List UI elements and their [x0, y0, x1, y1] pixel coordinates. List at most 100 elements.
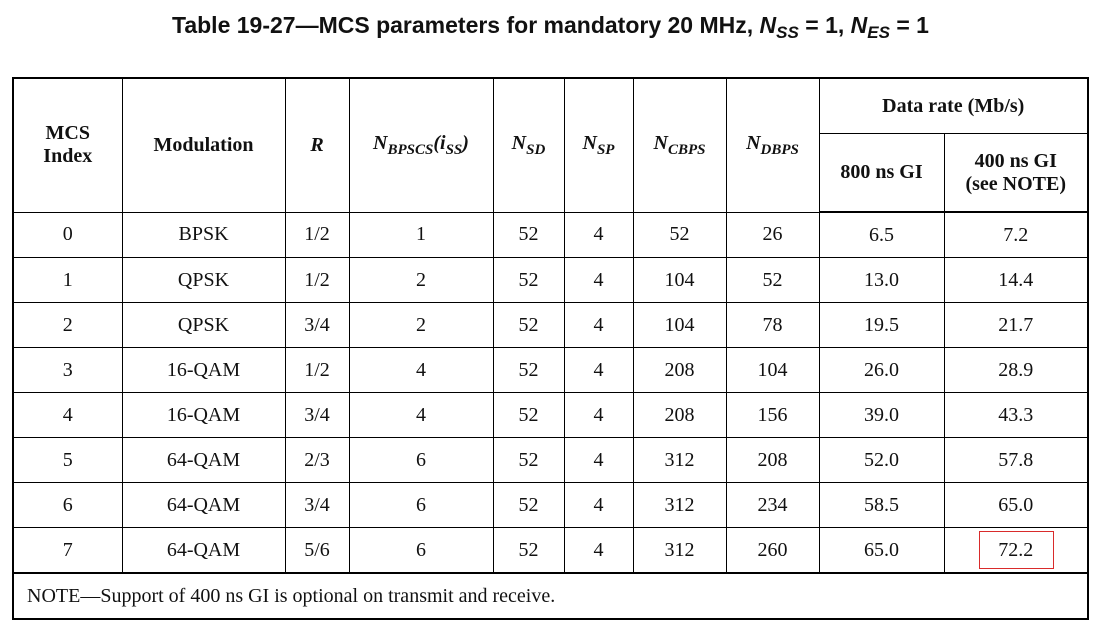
table-row: 4 16-QAM 3/4 4 52 4 208 156 39.0 43.3	[12, 392, 1089, 438]
nbpscs-cell-text: 4	[416, 358, 426, 381]
ncbps-cell-text: 312	[664, 448, 695, 471]
nbpscs-cell: 6	[348, 437, 494, 483]
modulation-cell-text: QPSK	[177, 268, 230, 291]
nsp-cell-text: 4	[593, 448, 604, 471]
header-800ns-gi: 800 ns GI	[818, 133, 945, 213]
modulation-cell: 16-QAM	[121, 392, 286, 438]
rate-400ns-cell-text: 72.2	[998, 538, 1034, 561]
ncbps-cell: 208	[632, 392, 727, 438]
nbpscs-cell-text: 2	[416, 268, 426, 291]
table-row: 2 QPSK 3/4 2 52 4 104 78 19.5 21.7	[12, 302, 1089, 348]
rate-cell-text: 5/6	[304, 538, 330, 561]
rate-800ns-cell-text: 19.5	[864, 313, 899, 336]
ncbps-cell: 312	[632, 527, 727, 574]
mcs-index-cell: 7	[12, 527, 123, 574]
ncbps-cell-text: 52	[669, 223, 690, 246]
modulation-cell-text: QPSK	[177, 313, 230, 336]
rate-800ns-cell-text: 6.5	[869, 223, 894, 246]
nsd-cell: 52	[492, 302, 565, 348]
rate-cell: 2/3	[284, 437, 350, 483]
nbpscs-cell-text: 1	[416, 223, 426, 246]
nsp-cell-text: 4	[593, 268, 604, 291]
nsd-cell-text: 52	[518, 448, 539, 471]
nsp-cell: 4	[563, 482, 634, 528]
nsd-cell-text: 52	[518, 268, 539, 291]
ncbps-cell: 208	[632, 347, 727, 393]
rate-cell: 5/6	[284, 527, 350, 574]
modulation-cell: BPSK	[121, 211, 286, 258]
rate-400ns-cell: 57.8	[943, 437, 1089, 483]
header-r: R	[284, 77, 350, 213]
nbpscs-cell: 6	[348, 527, 494, 574]
header-nbpscs: NBPSCS(iSS)	[348, 77, 494, 213]
rate-800ns-cell: 52.0	[818, 437, 945, 483]
modulation-cell-text: 64-QAM	[166, 538, 241, 561]
rate-cell: 3/4	[284, 482, 350, 528]
nsp-cell-text: 4	[593, 223, 604, 246]
nsp-cell-text: 4	[593, 538, 604, 561]
ncbps-cell: 312	[632, 437, 727, 483]
rate-400ns-cell: 7.2	[943, 211, 1089, 258]
nbpscs-cell: 2	[348, 302, 494, 348]
table-note: NOTE—Support of 400 ns GI is optional on…	[12, 572, 1089, 620]
nsp-cell: 4	[563, 257, 634, 303]
rate-800ns-cell: 65.0	[818, 527, 945, 574]
rate-800ns-cell-text: 39.0	[864, 403, 899, 426]
rate-400ns-cell-text: 65.0	[998, 493, 1034, 516]
ndbps-cell: 208	[725, 437, 820, 483]
rate-400ns-cell-text: 43.3	[998, 403, 1034, 426]
nsp-cell-text: 4	[593, 358, 604, 381]
ndbps-cell: 260	[725, 527, 820, 574]
table-row: 3 16-QAM 1/2 4 52 4 208 104 26.0 28.9	[12, 347, 1089, 393]
ncbps-cell-text: 208	[664, 358, 695, 381]
rate-800ns-cell: 19.5	[818, 302, 945, 348]
rate-400ns-cell: 43.3	[943, 392, 1089, 438]
rate-400ns-cell-text: 21.7	[998, 313, 1034, 336]
rate-cell-text: 3/4	[304, 493, 330, 516]
mcs-parameters-table: MCS Index Modulation R NBPSCS(iSS) NSD N…	[12, 77, 1089, 620]
header-data-rate: Data rate (Mb/s)	[818, 77, 1089, 134]
nsd-cell: 52	[492, 392, 565, 438]
ndbps-cell-text: 208	[757, 448, 788, 471]
nsp-cell: 4	[563, 392, 634, 438]
highlight-box	[978, 531, 1054, 569]
ndbps-cell: 234	[725, 482, 820, 528]
rate-400ns-cell: 65.0	[943, 482, 1089, 528]
modulation-cell: 64-QAM	[121, 527, 286, 574]
ncbps-cell-text: 104	[664, 268, 695, 291]
table-title: Table 19-27—MCS parameters for mandatory…	[172, 12, 929, 42]
modulation-cell-text: 16-QAM	[166, 403, 241, 426]
modulation-cell-text: 16-QAM	[166, 358, 241, 381]
nbpscs-cell-text: 4	[416, 403, 426, 426]
rate-400ns-cell: 21.7	[943, 302, 1089, 348]
mcs-index-cell: 2	[12, 302, 123, 348]
rate-800ns-cell-text: 58.5	[864, 493, 899, 516]
ncbps-cell-text: 312	[664, 538, 695, 561]
rate-400ns-cell: 14.4	[943, 257, 1089, 303]
mcs-index-cell-text: 1	[62, 268, 73, 291]
rate-800ns-cell-text: 65.0	[864, 538, 899, 561]
mcs-index-cell-text: 5	[62, 448, 73, 471]
nbpscs-cell-text: 2	[416, 313, 426, 336]
header-nsp: NSP	[563, 77, 634, 213]
modulation-cell: 64-QAM	[121, 437, 286, 483]
header-ndbps: NDBPS	[725, 77, 820, 213]
ndbps-cell-text: 234	[757, 493, 788, 516]
rate-cell: 3/4	[284, 302, 350, 348]
modulation-cell: QPSK	[121, 302, 286, 348]
table-row: 5 64-QAM 2/3 6 52 4 312 208 52.0 57.8	[12, 437, 1089, 483]
nbpscs-cell: 6	[348, 482, 494, 528]
mcs-index-cell: 5	[12, 437, 123, 483]
modulation-cell-text: 64-QAM	[166, 448, 241, 471]
ncbps-cell: 104	[632, 257, 727, 303]
nsd-cell: 52	[492, 347, 565, 393]
modulation-cell: QPSK	[121, 257, 286, 303]
rate-800ns-cell: 26.0	[818, 347, 945, 393]
nsd-cell: 52	[492, 257, 565, 303]
mcs-index-cell-text: 7	[62, 538, 73, 561]
header-mcs-index: MCS Index	[12, 77, 123, 213]
nsd-cell-text: 52	[518, 493, 539, 516]
rate-800ns-cell: 58.5	[818, 482, 945, 528]
rate-800ns-cell: 6.5	[818, 211, 945, 258]
nbpscs-cell-text: 6	[416, 493, 426, 516]
